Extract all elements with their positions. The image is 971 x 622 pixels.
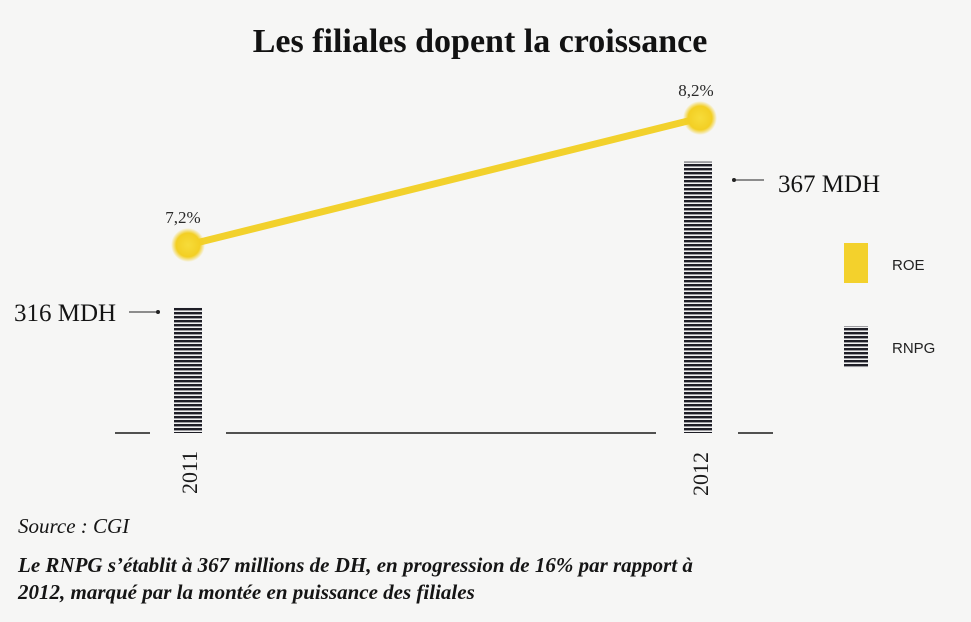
roe-line <box>184 114 704 249</box>
roe-point-2012 <box>683 101 717 135</box>
data-labels: 316 MDH 367 MDH 7,2% 8,2% <box>14 81 880 327</box>
legend: ROE RNPG <box>844 243 935 368</box>
chart-note-line-1: Le RNPG s’établit à 367 millions de DH, … <box>18 553 693 577</box>
x-tick-label-2012: 2012 <box>688 452 713 496</box>
x-tick-label-2011: 2011 <box>177 451 202 494</box>
rnpg-value-label-2011: 316 MDH <box>14 300 116 327</box>
rnpg-value-label-2012: 367 MDH <box>778 171 880 198</box>
chart-title: Les filiales dopent la croissance <box>253 23 708 60</box>
roe-line-series <box>171 101 717 262</box>
roe-value-label-2012: 8,2% <box>678 81 713 100</box>
legend-label-rnpg: RNPG <box>892 340 935 357</box>
source-caption: Source : CGI <box>18 514 130 538</box>
rnpg-bar-2012 <box>684 161 712 433</box>
roe-point-2011 <box>171 228 205 262</box>
chart-note-line-2: 2012, marqué par la montée en puissance … <box>18 580 475 604</box>
legend-swatch-rnpg <box>844 326 868 368</box>
legend-label-roe: ROE <box>892 257 925 274</box>
chart-note: Le RNPG s’établit à 367 millions de DH, … <box>18 552 693 606</box>
rnpg-bar-2011 <box>174 307 202 433</box>
roe-value-label-2011: 7,2% <box>165 208 200 227</box>
rnpg-bars <box>174 161 712 433</box>
legend-swatch-roe <box>844 243 868 283</box>
leader-dot <box>156 310 160 314</box>
